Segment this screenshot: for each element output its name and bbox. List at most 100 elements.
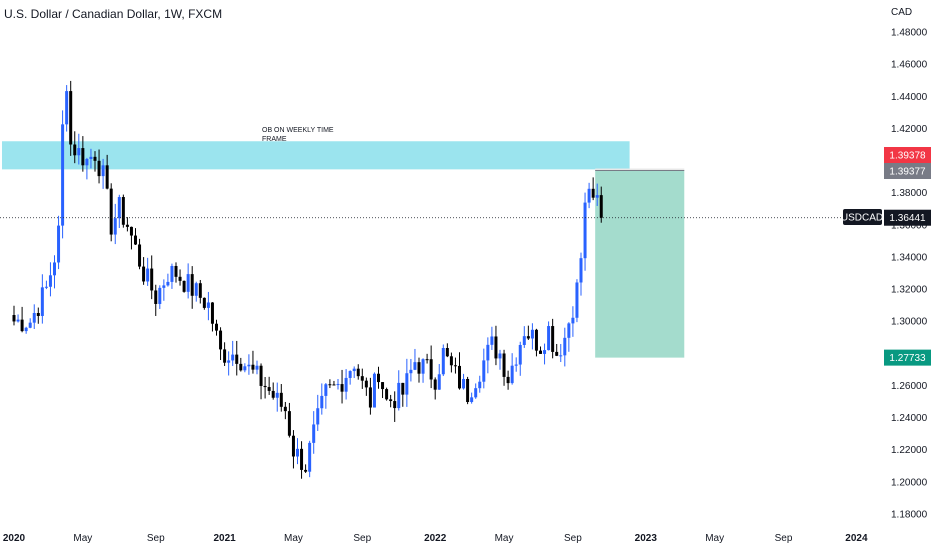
candle[interactable] [101,158,105,189]
candle[interactable] [85,157,89,180]
candle[interactable] [348,370,352,385]
stop-zone[interactable] [595,168,685,171]
candle[interactable] [194,281,198,302]
candle[interactable] [336,378,340,390]
candle[interactable] [206,291,210,321]
candle[interactable] [121,194,125,228]
candle[interactable] [267,376,271,395]
candle[interactable] [61,110,65,239]
candle[interactable] [174,262,178,283]
candle[interactable] [494,325,498,366]
candle[interactable] [300,441,304,479]
candle[interactable] [551,318,555,359]
candle[interactable] [591,177,595,201]
candle[interactable] [579,252,583,296]
candle[interactable] [316,394,320,431]
candle[interactable] [385,387,389,401]
candle[interactable] [279,384,283,412]
candle[interactable] [24,326,28,334]
candle[interactable] [117,194,121,228]
candle[interactable] [453,357,457,374]
candle[interactable] [296,438,299,465]
candle[interactable] [146,257,150,286]
candle[interactable] [275,382,279,412]
candle[interactable] [466,376,470,405]
candle[interactable] [53,255,56,289]
candle[interactable] [40,274,44,324]
candle[interactable] [413,348,417,371]
order-block-zone[interactable] [2,141,630,170]
candle[interactable] [393,391,397,422]
candle[interactable] [567,322,571,352]
candle[interactable] [360,368,364,389]
candle[interactable] [304,464,308,473]
candle[interactable] [518,341,522,376]
candle[interactable] [65,85,69,132]
candle[interactable] [595,183,599,206]
candle[interactable] [69,80,73,156]
candle[interactable] [202,297,206,310]
candle[interactable] [563,327,567,367]
candle[interactable] [522,326,526,348]
candle[interactable] [215,319,218,336]
candle[interactable] [291,430,295,469]
candle[interactable] [97,149,101,184]
candle[interactable] [449,352,453,373]
candle[interactable] [441,344,445,377]
candle[interactable] [433,377,437,400]
candle[interactable] [372,372,376,408]
candle[interactable] [28,318,32,329]
candle[interactable] [381,382,385,399]
candle[interactable] [263,376,267,399]
candle[interactable] [429,345,433,389]
candle[interactable] [255,360,259,375]
candle[interactable] [142,257,146,285]
candle[interactable] [587,182,591,209]
candle[interactable] [539,346,542,354]
candle[interactable] [320,383,324,415]
candle[interactable] [81,136,85,172]
candle[interactable] [526,325,530,340]
candle[interactable] [32,304,36,330]
candle[interactable] [190,266,194,309]
candle[interactable] [44,280,48,290]
candle[interactable] [283,401,287,420]
candle[interactable] [368,377,372,415]
candle[interactable] [389,394,393,408]
candle[interactable] [340,369,344,404]
candle[interactable] [506,370,510,390]
candle[interactable] [555,343,559,357]
candle[interactable] [109,183,113,242]
candle[interactable] [105,154,109,190]
candle[interactable] [425,353,429,364]
candle[interactable] [575,279,579,323]
candle[interactable] [401,382,405,407]
candle[interactable] [235,340,239,376]
candle[interactable] [571,306,575,337]
candle[interactable] [482,348,486,389]
candle[interactable] [421,358,425,383]
candle[interactable] [243,363,247,373]
candle[interactable] [134,228,137,245]
candle[interactable] [150,255,154,300]
candle[interactable] [259,363,263,400]
candle[interactable] [312,411,316,454]
candle[interactable] [251,350,255,374]
candle[interactable] [445,343,449,358]
candle[interactable] [308,440,312,478]
candle[interactable] [547,321,551,351]
candle[interactable] [20,306,24,333]
candle[interactable] [462,373,466,390]
candle[interactable] [332,380,336,386]
candle[interactable] [510,353,514,385]
candle[interactable] [93,151,97,172]
candle[interactable] [162,279,166,301]
candle[interactable] [48,262,52,297]
candle[interactable] [405,358,409,407]
candle[interactable] [486,337,490,374]
candle[interactable] [583,192,587,271]
candle[interactable] [458,352,461,390]
candle[interactable] [498,349,502,370]
candle[interactable] [186,263,190,299]
candle[interactable] [57,215,61,270]
